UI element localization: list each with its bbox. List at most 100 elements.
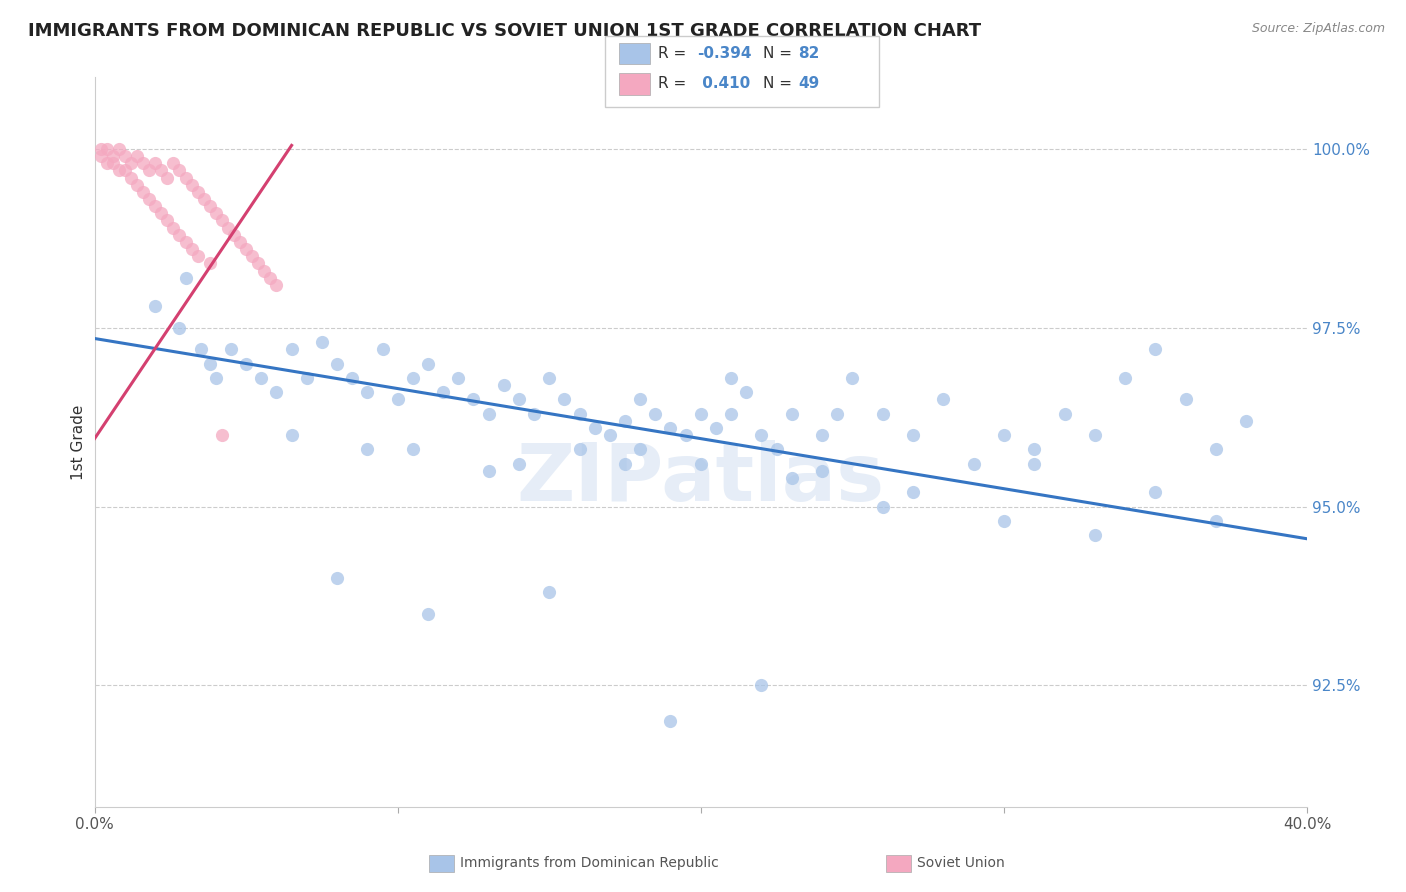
Point — [675, 428, 697, 442]
Text: -0.394: -0.394 — [697, 46, 752, 61]
Point — [628, 442, 651, 457]
Text: Immigrants from Dominican Republic: Immigrants from Dominican Republic — [460, 856, 718, 871]
Point — [825, 407, 848, 421]
Text: Soviet Union: Soviet Union — [917, 856, 1004, 871]
Text: N =: N = — [763, 77, 797, 91]
Point — [1024, 457, 1046, 471]
Point — [932, 392, 955, 407]
Point — [659, 421, 682, 435]
Point — [751, 428, 773, 442]
Point — [1144, 485, 1167, 500]
Point — [101, 156, 124, 170]
Point — [190, 343, 212, 357]
Text: R =: R = — [658, 77, 692, 91]
Point — [253, 263, 276, 277]
Point — [101, 149, 124, 163]
Point — [90, 149, 112, 163]
Point — [143, 299, 166, 313]
Point — [553, 392, 575, 407]
Point — [1024, 442, 1046, 457]
Text: R =: R = — [658, 46, 692, 61]
Point — [614, 414, 637, 428]
Point — [689, 457, 711, 471]
Point — [143, 156, 166, 170]
Point — [250, 371, 273, 385]
Point — [780, 471, 803, 485]
Point — [266, 277, 288, 292]
Point — [720, 371, 742, 385]
Point — [538, 585, 561, 599]
Point — [508, 392, 530, 407]
Point — [240, 249, 263, 263]
Point — [993, 514, 1015, 528]
Point — [138, 192, 160, 206]
Point — [96, 142, 118, 156]
Point — [198, 256, 221, 270]
Text: IMMIGRANTS FROM DOMINICAN REPUBLIC VS SOVIET UNION 1ST GRADE CORRELATION CHART: IMMIGRANTS FROM DOMINICAN REPUBLIC VS SO… — [28, 22, 981, 40]
Point — [901, 485, 924, 500]
Text: 49: 49 — [799, 77, 820, 91]
Point — [735, 385, 758, 400]
Point — [132, 156, 155, 170]
Point — [1084, 528, 1107, 542]
Point — [311, 334, 333, 349]
Point — [169, 227, 191, 242]
Point — [765, 442, 787, 457]
Point — [508, 457, 530, 471]
Point — [901, 428, 924, 442]
Point — [187, 249, 209, 263]
Point — [568, 407, 591, 421]
Point — [162, 156, 184, 170]
Point — [326, 357, 349, 371]
Point — [174, 170, 197, 185]
Point — [872, 407, 894, 421]
Text: Source: ZipAtlas.com: Source: ZipAtlas.com — [1251, 22, 1385, 36]
Point — [478, 407, 501, 421]
Point — [90, 142, 112, 156]
Point — [198, 357, 221, 371]
Point — [704, 421, 727, 435]
Point — [280, 343, 302, 357]
Point — [114, 149, 136, 163]
Point — [1114, 371, 1136, 385]
Text: 0.410: 0.410 — [697, 77, 751, 91]
Point — [266, 385, 288, 400]
Point — [187, 185, 209, 199]
Point — [538, 371, 561, 385]
Point — [342, 371, 364, 385]
Point — [108, 163, 131, 178]
Point — [993, 428, 1015, 442]
Point — [872, 500, 894, 514]
Point — [492, 378, 515, 392]
Point — [169, 320, 191, 334]
Point — [583, 421, 606, 435]
Point — [644, 407, 666, 421]
Point — [125, 149, 148, 163]
Point — [198, 199, 221, 213]
Point — [219, 343, 242, 357]
Point — [659, 714, 682, 728]
Point — [229, 235, 252, 249]
Point — [326, 571, 349, 585]
Point — [120, 170, 142, 185]
Point — [416, 607, 439, 621]
Point — [204, 371, 226, 385]
Point — [169, 163, 191, 178]
Point — [108, 142, 131, 156]
Y-axis label: 1st Grade: 1st Grade — [72, 405, 86, 480]
Point — [174, 270, 197, 285]
Point — [689, 407, 711, 421]
Point — [132, 185, 155, 199]
Point — [371, 343, 394, 357]
Point — [125, 178, 148, 192]
Point — [720, 407, 742, 421]
Point — [599, 428, 621, 442]
Point — [174, 235, 197, 249]
Point — [259, 270, 281, 285]
Point — [211, 428, 233, 442]
Point — [235, 357, 257, 371]
Point — [1174, 392, 1197, 407]
Point — [150, 206, 173, 220]
Point — [222, 227, 245, 242]
Point — [235, 242, 257, 256]
